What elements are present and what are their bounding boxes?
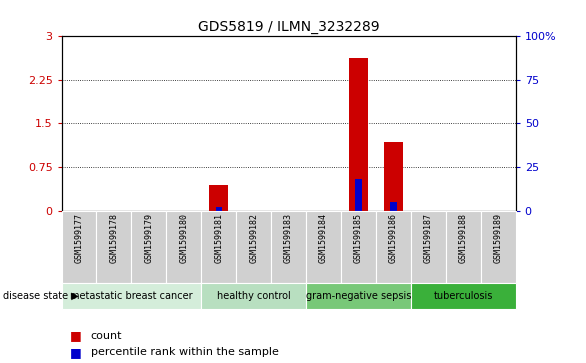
Bar (216, 207, 222, 211)
Text: disease state ▶: disease state ▶ (3, 291, 79, 301)
Text: GSM1599185: GSM1599185 (354, 213, 363, 263)
Bar (446, 211, 481, 283)
Text: healthy control: healthy control (217, 291, 291, 301)
Bar (209, 185, 229, 211)
Text: GSM1599180: GSM1599180 (179, 213, 188, 263)
Bar (62, 283, 201, 309)
Bar (411, 211, 446, 283)
Bar (131, 211, 166, 283)
Text: GSM1599183: GSM1599183 (284, 213, 293, 263)
Bar (166, 211, 201, 283)
Text: GSM1599188: GSM1599188 (459, 213, 468, 263)
Bar (201, 211, 236, 283)
Bar (481, 211, 516, 283)
Text: GSM1599177: GSM1599177 (74, 213, 83, 263)
Bar (271, 211, 306, 283)
Bar (306, 283, 411, 309)
Text: percentile rank within the sample: percentile rank within the sample (91, 347, 279, 357)
Text: GSM1599189: GSM1599189 (494, 213, 503, 263)
Bar (236, 211, 271, 283)
Text: gram-negative sepsis: gram-negative sepsis (306, 291, 411, 301)
Text: GSM1599184: GSM1599184 (319, 213, 328, 263)
Text: ■: ■ (70, 346, 82, 359)
Bar (341, 211, 376, 283)
Bar (390, 202, 397, 211)
Bar (97, 211, 131, 283)
Title: GDS5819 / ILMN_3232289: GDS5819 / ILMN_3232289 (198, 20, 379, 34)
Text: GSM1599179: GSM1599179 (144, 213, 154, 263)
Text: tuberculosis: tuberculosis (434, 291, 493, 301)
Bar (306, 211, 341, 283)
Text: metastatic breast cancer: metastatic breast cancer (70, 291, 193, 301)
Bar (384, 142, 403, 211)
Bar (349, 58, 368, 211)
Text: GSM1599181: GSM1599181 (214, 213, 223, 263)
Text: GSM1599187: GSM1599187 (424, 213, 433, 263)
Text: count: count (91, 331, 122, 341)
Bar (201, 283, 306, 309)
Bar (376, 211, 411, 283)
Bar (411, 283, 516, 309)
Text: GSM1599182: GSM1599182 (249, 213, 258, 263)
Bar (62, 211, 97, 283)
Text: GSM1599186: GSM1599186 (389, 213, 398, 263)
Text: GSM1599178: GSM1599178 (110, 213, 118, 263)
Bar (355, 179, 362, 211)
Text: ■: ■ (70, 329, 82, 342)
